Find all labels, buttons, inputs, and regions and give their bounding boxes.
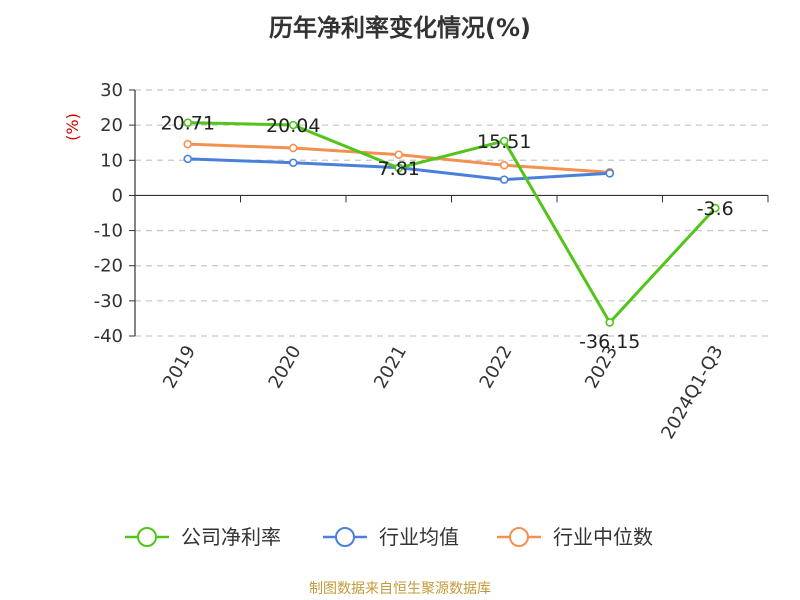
source-note: 制图数据来自恒生聚源数据库: [309, 581, 491, 597]
legend-item: 行业中位数: [497, 525, 653, 549]
y-tick-label: -30: [94, 291, 123, 312]
y-tick-label: 0: [112, 185, 123, 206]
legend-marker: [509, 527, 529, 547]
legend-label: 行业中位数: [553, 525, 653, 549]
legend-label: 公司净利率: [181, 525, 281, 549]
data-point: [499, 175, 509, 184]
data-label: 20.71: [161, 113, 215, 135]
data-point: [499, 136, 509, 146]
x-tick-label: 2024Q1-Q3: [657, 342, 727, 443]
y-axis-label: (%): [63, 113, 82, 141]
data-point: [183, 154, 193, 164]
legend: 公司净利率 行业均值 行业中位数: [125, 525, 653, 549]
legend-item: 公司净利率: [125, 525, 281, 549]
y-tick-label: 20: [100, 115, 123, 136]
data-point: [605, 318, 615, 327]
data-point: [394, 150, 404, 159]
data-point: [499, 160, 509, 170]
legend-label: 行业均值: [379, 525, 459, 549]
x-tick-label: 2019: [159, 342, 200, 392]
x-tick-label: 2021: [370, 342, 411, 392]
data-point: [288, 120, 298, 130]
legend-marker: [335, 527, 355, 547]
y-tick-label: 30: [100, 80, 123, 101]
data-point: [605, 168, 615, 178]
data-label: 7.81: [378, 158, 420, 180]
data-point: [394, 163, 404, 173]
x-tick-label: 2022: [475, 342, 516, 392]
legend-item: 行业均值: [323, 525, 459, 549]
data-label: -36.15: [579, 331, 640, 353]
y-tick-label: -10: [94, 221, 123, 242]
data-label: -3.6: [697, 198, 734, 220]
series-lines: [183, 118, 720, 327]
x-tick-label: 2020: [264, 342, 305, 392]
legend-marker: [137, 527, 157, 547]
chart-title: 历年净利率变化情况(%): [269, 14, 531, 42]
data-label: 20.04: [266, 115, 320, 137]
data-label: 15.51: [477, 131, 531, 153]
data-point: [710, 203, 720, 213]
data-point: [288, 143, 298, 153]
series-line: [187, 121, 717, 324]
data-point: [288, 158, 298, 168]
y-tick-label: -40: [94, 326, 123, 347]
data-point: [183, 118, 193, 127]
y-tick-label: 10: [100, 150, 123, 171]
grid-lines: [135, 89, 768, 337]
y-tick-label: -20: [94, 256, 123, 277]
data-point: [183, 139, 193, 149]
data-labels: 20.71 20.04 7.81 15.51 -36.15 -3.6: [161, 113, 734, 353]
